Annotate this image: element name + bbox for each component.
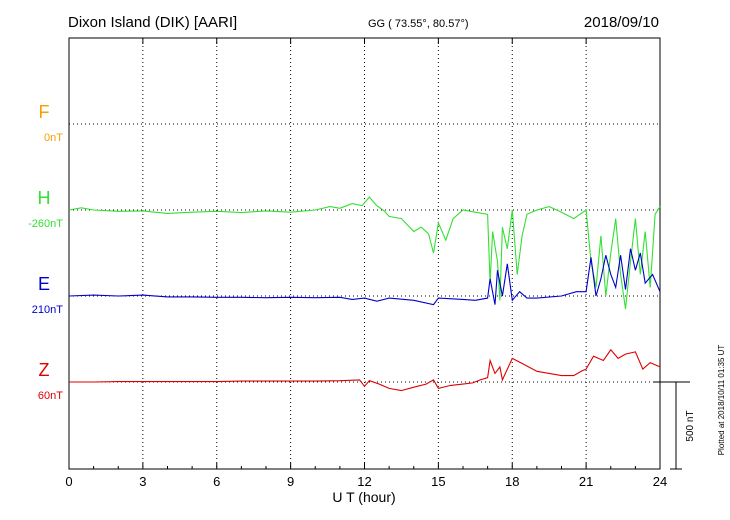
station-coords: GG ( 73.55°, 80.57°): [368, 18, 469, 30]
station-title: Dixon Island (DIK) [AARI]: [68, 14, 237, 31]
scale-label: 500 nT: [685, 410, 696, 441]
channel-baseline-h: -260nT: [28, 218, 63, 230]
plotted-note: Plotted at 2018/10/11 01:35 UT: [717, 345, 726, 456]
grid: [69, 38, 660, 469]
x-tick-label: 15: [431, 474, 445, 489]
series-line-z: [69, 348, 661, 392]
x-tick-label: 24: [653, 474, 667, 489]
x-tick-label: 18: [505, 474, 519, 489]
x-tick-label: 12: [357, 474, 371, 489]
channel-name-f: F: [39, 102, 50, 122]
x-tick-label: 0: [65, 474, 72, 489]
channel-baseline-e: 210nT: [32, 304, 63, 316]
channel-name-z: Z: [39, 360, 50, 380]
channel-name-e: E: [38, 274, 50, 294]
channel-baseline-z: 60nT: [38, 390, 63, 402]
x-tick-label: 21: [579, 474, 593, 489]
x-tick-label: 6: [213, 474, 220, 489]
x-tick-label: 9: [287, 474, 294, 489]
series-line-e: [68, 248, 661, 306]
x-tick-label: 3: [139, 474, 146, 489]
channel-labels: F 0nT H -260nT E 210nT Z 60nT: [28, 102, 63, 402]
channel-name-h: H: [38, 188, 51, 208]
chart-date: 2018/09/10: [584, 14, 659, 31]
channel-baseline-f: 0nT: [44, 132, 63, 144]
x-axis-label: U T (hour): [332, 489, 395, 505]
series-line-h: [68, 196, 661, 309]
scale-bar: 500 nT: [654, 381, 696, 470]
x-ticks: 0 3 6 9 12 15 18 21 24: [65, 38, 667, 489]
series-layer: [68, 196, 661, 392]
